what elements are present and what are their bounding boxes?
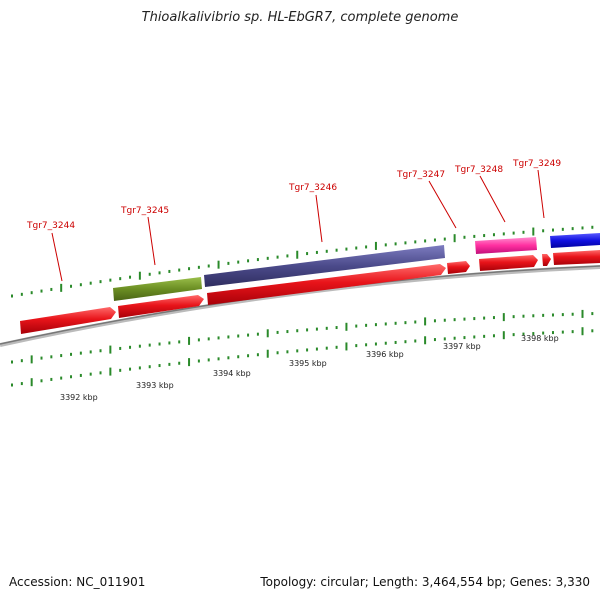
cds-arrow bbox=[553, 250, 600, 265]
gene-label: Tgr7_3245 bbox=[120, 206, 169, 216]
middle-tick-row bbox=[11, 309, 594, 364]
cds-track bbox=[20, 250, 600, 334]
scale-label: 3398 kbp bbox=[521, 334, 559, 343]
scale-label: 3395 kbp bbox=[289, 359, 327, 368]
gene-bar-tgr7-3245 bbox=[113, 277, 202, 301]
scale-label: 3392 kbp bbox=[60, 393, 98, 402]
gene-bar-tgr7-3249 bbox=[550, 233, 600, 248]
gene-label: Tgr7_3247 bbox=[396, 170, 445, 180]
scale-label: 3396 kbp bbox=[366, 350, 404, 359]
cds-arrow bbox=[118, 295, 204, 318]
gene-label: Tgr7_3249 bbox=[512, 159, 561, 169]
gene-label: Tgr7_3244 bbox=[26, 221, 75, 231]
scale-label: 3393 kbp bbox=[136, 381, 174, 390]
cds-arrow bbox=[207, 264, 446, 305]
accession-text: Accession: NC_011901 bbox=[9, 575, 146, 589]
scale-label: 3394 kbp bbox=[213, 369, 251, 378]
gene-bar-tgr7-3246 bbox=[204, 245, 445, 287]
map-title: Thioalkalivibrio sp. HL-EbGR7, complete … bbox=[141, 10, 459, 25]
gene-bar-tgr7-3248 bbox=[475, 237, 537, 254]
label-leaders bbox=[51, 169, 545, 282]
cds-arrow bbox=[479, 255, 538, 271]
cds-arrow bbox=[542, 254, 551, 266]
gene-label: Tgr7_3246 bbox=[288, 183, 337, 193]
upper-tick-row bbox=[11, 225, 594, 298]
scale-label: 3397 kbp bbox=[443, 342, 481, 351]
cds-arrow bbox=[447, 261, 470, 274]
lower-tick-row bbox=[11, 327, 594, 387]
gene-label: Tgr7_3248 bbox=[454, 165, 503, 175]
gene-track bbox=[113, 233, 600, 301]
genome-summary-text: Topology: circular; Length: 3,464,554 bp… bbox=[260, 575, 590, 589]
cds-arrow bbox=[20, 307, 116, 334]
genome-backbone bbox=[0, 265, 600, 347]
